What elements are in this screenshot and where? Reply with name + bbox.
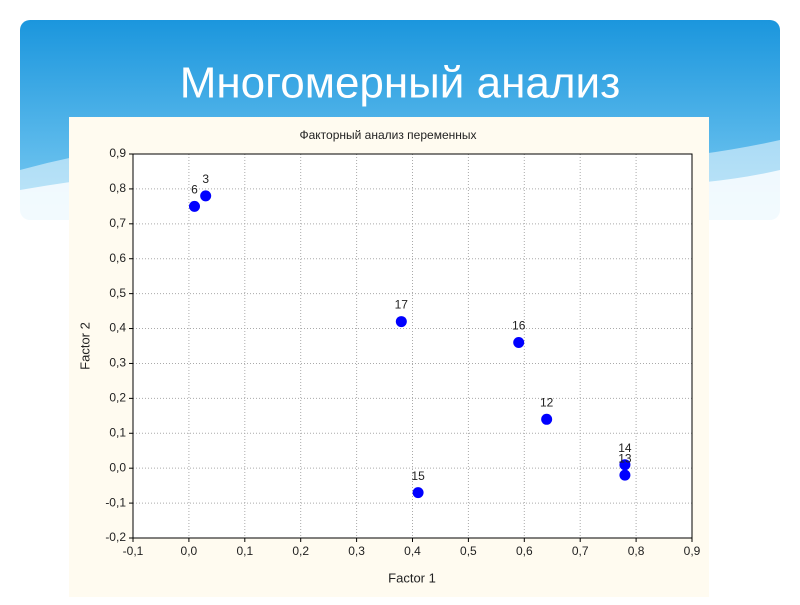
point-label: 3 xyxy=(202,172,209,186)
point-label: 14 xyxy=(618,441,632,455)
x-tick-label: 0,7 xyxy=(572,544,589,558)
point-label: 17 xyxy=(395,298,409,312)
point xyxy=(188,200,200,212)
y-tick-label: 0,2 xyxy=(109,391,126,405)
point-label: 12 xyxy=(540,395,554,409)
x-tick-label: 0,8 xyxy=(628,544,645,558)
point-label: 15 xyxy=(411,469,425,483)
y-tick-label: 0,0 xyxy=(109,460,126,474)
y-tick-label: 0,6 xyxy=(109,251,126,265)
point xyxy=(200,190,212,202)
chart-title: Факторный анализ переменных xyxy=(299,128,476,142)
x-tick-label: 0,9 xyxy=(684,544,701,558)
point-label: 6 xyxy=(191,183,198,197)
y-tick-label: 0,1 xyxy=(109,425,126,439)
point xyxy=(619,459,631,471)
y-tick-label: 0,7 xyxy=(109,216,126,230)
point xyxy=(619,469,631,481)
x-tick-label: 0,3 xyxy=(348,544,365,558)
x-tick-label: 0,4 xyxy=(404,544,421,558)
point xyxy=(395,316,407,328)
x-tick-label: -0,1 xyxy=(123,544,144,558)
y-tick-label: 0,8 xyxy=(109,181,126,195)
point xyxy=(412,487,424,499)
y-axis-label: Factor 2 xyxy=(77,322,92,370)
x-tick-label: 0,0 xyxy=(181,544,198,558)
point-label: 16 xyxy=(512,319,526,333)
y-tick-label: 0,5 xyxy=(109,286,126,300)
point-label: 13 xyxy=(618,451,632,465)
y-tick-label: 0,9 xyxy=(109,146,126,160)
x-axis-label: Factor 1 xyxy=(388,570,436,585)
plot-frame xyxy=(132,153,693,539)
slide-title: Многомерный анализ xyxy=(180,59,621,108)
y-tick-label: 0,3 xyxy=(109,356,126,370)
point xyxy=(513,337,525,349)
y-tick-label: -0,1 xyxy=(105,495,126,509)
x-tick-label: 0,1 xyxy=(236,544,253,558)
x-tick-label: 0,5 xyxy=(460,544,477,558)
y-tick-label: 0,4 xyxy=(109,321,126,335)
point xyxy=(541,413,553,425)
y-tick-label: -0,2 xyxy=(105,530,126,544)
x-tick-label: 0,6 xyxy=(516,544,533,558)
x-tick-label: 0,2 xyxy=(292,544,309,558)
